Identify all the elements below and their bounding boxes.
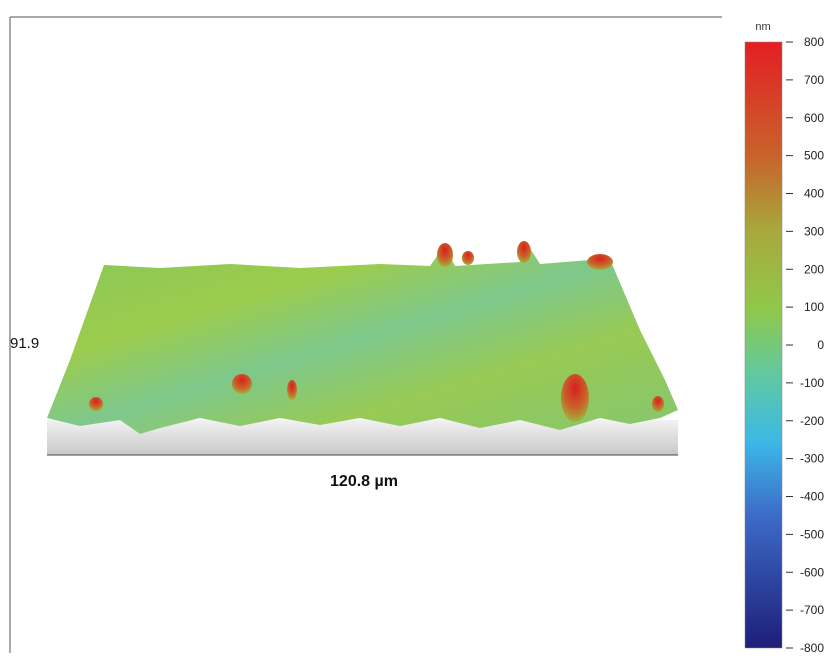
colorbar-tick-label: -200 — [800, 414, 824, 428]
colorbar-tick-label: -500 — [800, 527, 824, 541]
colorbar-tick-label: 200 — [804, 262, 824, 276]
colorbar-tick-label: 500 — [804, 149, 824, 163]
colorbar-unit: nm — [755, 21, 770, 33]
colorbar-tick-label: -800 — [800, 641, 824, 653]
colorbar — [745, 42, 782, 648]
colorbar-tick-label: 400 — [804, 187, 824, 201]
colorbar-tick-label: 600 — [804, 111, 824, 125]
colorbar-tick-label: -700 — [800, 603, 824, 617]
colorbar-tick-label: 0 — [817, 338, 824, 352]
colorbar-tick-label: -300 — [800, 452, 824, 466]
y-extent-label: 91.9 — [10, 335, 39, 352]
colorbar-tick-label: 700 — [804, 73, 824, 87]
colorbar-tick-label: -100 — [800, 376, 824, 390]
colorbar-tick-label: 800 — [804, 35, 824, 49]
surface-view: 91.9 120.8 µm nm 800 700 600 500 400 300 200 10… — [0, 0, 827, 653]
colorbar-tick-label: -400 — [800, 490, 824, 504]
x-extent-label: 120.8 µm — [330, 473, 398, 490]
colorbar-tick-label: 100 — [804, 300, 824, 314]
colorbar-tick-label: -600 — [800, 565, 824, 579]
surface — [47, 241, 678, 455]
colorbar-tick-label: 300 — [804, 224, 824, 238]
